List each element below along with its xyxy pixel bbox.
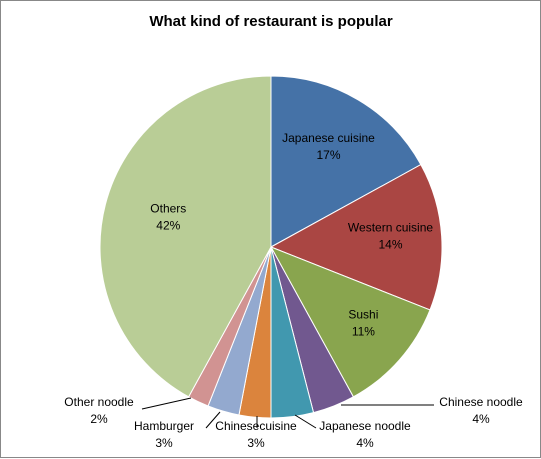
data-label-other-noodle: Other noodle 2% (64, 395, 134, 426)
data-labels: Japanese cuisine 17% Western cuisine 14% Sus… (64, 131, 523, 450)
leader-line-hamburger (205, 411, 221, 429)
data-label-sushi: Sushi 11% (348, 307, 378, 338)
data-label-name: Japanese noodle (319, 419, 411, 433)
data-label-name: Western cuisine (348, 221, 433, 235)
data-label-name: Hamburger (134, 419, 194, 433)
data-label-chinese-noodle: Chinese noodle 4% (439, 395, 523, 426)
data-label-value: 11% (352, 324, 375, 338)
data-label-japanese-cuisine: Japanese cuisine 17% (282, 131, 375, 162)
data-label-name: Other noodle (64, 395, 134, 409)
slice-others (99, 75, 272, 398)
slice-western-cuisine (269, 163, 443, 311)
data-label-value: 17% (316, 148, 340, 162)
data-label-name: Chinesecuisine (215, 419, 297, 433)
data-label-value: 4% (472, 412, 490, 426)
data-label-name: Others (150, 202, 186, 216)
data-label-name: Chinese noodle (439, 395, 523, 409)
data-label-value: 42% (156, 219, 180, 233)
leader-line-japanese-noodle (294, 414, 317, 429)
pie-slices (99, 75, 443, 419)
data-label-value: 4% (356, 436, 374, 450)
leader-line-other-noodle (141, 397, 192, 410)
data-label-value: 2% (90, 412, 108, 426)
slice-sushi (269, 246, 431, 398)
slice-japanese-cuisine (270, 75, 422, 248)
data-label-name: Sushi (348, 307, 378, 321)
data-label-name: Japanese cuisine (282, 131, 375, 145)
leader-lines (141, 397, 434, 429)
data-label-hamburger: Hamburger 3% (134, 419, 194, 450)
chart-title: What kind of restaurant is popular (149, 13, 393, 30)
data-label-western-cuisine: Western cuisine 14% (348, 221, 433, 252)
data-label-chinesecuisine: Chinesecuisine 3% (215, 419, 297, 450)
data-label-others: Others 42% (150, 202, 186, 233)
data-label-value: 3% (155, 436, 173, 450)
data-label-value: 3% (247, 436, 265, 450)
data-label-value: 14% (378, 238, 402, 252)
data-label-japanese-noodle: Japanese noodle 4% (319, 419, 411, 450)
